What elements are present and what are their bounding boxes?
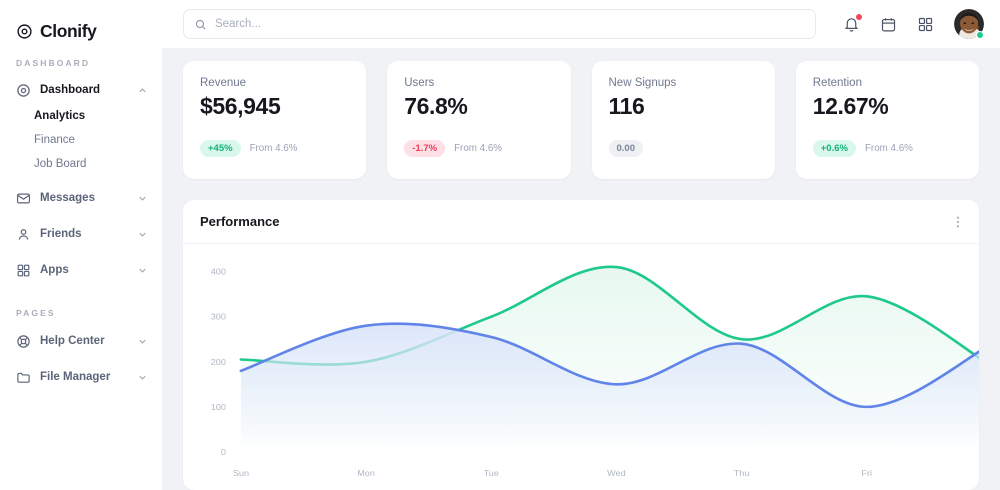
stat-card-users[interactable]: Users 76.8% -1.7% From 4.6% bbox=[387, 61, 571, 179]
sidebar-item-label: Friends bbox=[40, 228, 82, 240]
stat-cards: Revenue $56,945 +45% From 4.6% Users 76.… bbox=[183, 61, 979, 179]
calendar-icon[interactable] bbox=[880, 16, 897, 33]
stat-card-revenue[interactable]: Revenue $56,945 +45% From 4.6% bbox=[183, 61, 367, 179]
notifications-button[interactable] bbox=[843, 13, 862, 33]
page-title: Performance bbox=[200, 214, 280, 229]
stat-footer: +45% From 4.6% bbox=[200, 140, 349, 157]
bell-icon[interactable] bbox=[843, 16, 860, 33]
stat-label: New Signups bbox=[608, 77, 677, 89]
content-area: Revenue $56,945 +45% From 4.6% Users 76.… bbox=[162, 48, 1000, 490]
sidebar-item-messages[interactable]: Messages bbox=[0, 184, 162, 212]
chevron-down-icon[interactable] bbox=[137, 265, 148, 276]
sidebar-subitem-label: Finance bbox=[34, 134, 75, 146]
svg-text:Wed: Wed bbox=[607, 468, 626, 478]
calendar-button[interactable] bbox=[880, 16, 897, 33]
performance-chart[interactable]: 0100200300400SunMonTueWedThuFriSat bbox=[183, 244, 979, 490]
notification-dot bbox=[856, 13, 862, 20]
sidebar-item-dashboard[interactable]: Dashboard bbox=[0, 76, 162, 104]
target-icon bbox=[17, 23, 32, 39]
sidebar-item-finance[interactable]: Finance bbox=[0, 128, 162, 152]
sidebar-item-job-board[interactable]: Job Board bbox=[0, 152, 162, 176]
stat-card-new-signups[interactable]: New Signups 116 0.00 bbox=[591, 61, 775, 179]
main-area: Revenue $56,945 +45% From 4.6% Users 76.… bbox=[162, 0, 1000, 490]
stat-label: Retention bbox=[812, 77, 862, 89]
kebab-vertical-icon[interactable] bbox=[950, 214, 966, 230]
svg-text:Fri: Fri bbox=[861, 468, 872, 478]
stat-label: Users bbox=[404, 77, 435, 89]
folder-icon bbox=[17, 372, 30, 383]
sidebar-item-label: File Manager bbox=[40, 371, 111, 383]
brand-name: Clonify bbox=[40, 20, 97, 41]
user-menu[interactable] bbox=[954, 9, 984, 39]
stat-value: 76.8% bbox=[404, 93, 468, 119]
mail-icon bbox=[16, 193, 31, 203]
sidebar-item-label: Apps bbox=[40, 264, 69, 276]
stat-value: $56,945 bbox=[200, 93, 281, 119]
target-icon bbox=[17, 83, 30, 97]
stat-value: 116 bbox=[608, 93, 645, 119]
stat-card-retention[interactable]: Retention 12.67% +0.6% From 4.6% bbox=[795, 61, 979, 179]
stat-footer: +0.6% From 4.6% bbox=[812, 140, 962, 157]
sidebar-item-label: Help Center bbox=[40, 335, 105, 347]
grid-icon bbox=[17, 264, 30, 276]
status-badge: 0.00 bbox=[608, 140, 643, 157]
performance-card: Performance 0 100 200 300 400 Sun Mon Tue Wed Thu… bbox=[183, 200, 979, 490]
sidebar-item-help-center[interactable]: Help Center bbox=[0, 327, 162, 355]
sidebar-subitem-label: Job Board bbox=[34, 158, 87, 170]
svg-text:200: 200 bbox=[211, 357, 226, 367]
search-icon bbox=[195, 19, 206, 29]
topbar bbox=[162, 0, 1000, 48]
svg-text:0: 0 bbox=[221, 447, 226, 457]
status-dot-online bbox=[976, 31, 984, 39]
apps-button[interactable] bbox=[917, 16, 934, 33]
chevron-down-icon[interactable] bbox=[137, 336, 148, 347]
sidebar-section-pages: PAGES Help Center File Manager bbox=[0, 308, 162, 391]
svg-text:100: 100 bbox=[211, 402, 226, 412]
performance-header: Performance bbox=[183, 200, 979, 244]
stat-sub: From 4.6% bbox=[864, 143, 913, 154]
user-icon bbox=[18, 228, 29, 240]
stat-label: Revenue bbox=[200, 77, 247, 89]
stat-value: 12.67% bbox=[812, 93, 889, 119]
search-input[interactable] bbox=[215, 18, 805, 30]
sidebar: Clonify DASHBOARD Dashboard Analytics Fi… bbox=[0, 0, 162, 490]
section-label-pages: PAGES bbox=[16, 308, 56, 318]
svg-text:Thu: Thu bbox=[734, 468, 750, 478]
stat-footer: 0.00 bbox=[608, 140, 758, 157]
svg-text:Tue: Tue bbox=[484, 468, 499, 478]
svg-text:Mon: Mon bbox=[357, 468, 375, 478]
sidebar-item-apps[interactable]: Apps bbox=[0, 256, 162, 284]
sidebar-item-label: Dashboard bbox=[40, 84, 101, 96]
svg-text:300: 300 bbox=[211, 312, 226, 322]
grid-icon[interactable] bbox=[917, 16, 934, 33]
sidebar-item-analytics[interactable]: Analytics bbox=[0, 104, 162, 128]
chevron-down-icon[interactable] bbox=[137, 193, 148, 204]
chevron-down-icon[interactable] bbox=[137, 372, 148, 383]
chevron-down-icon[interactable] bbox=[137, 229, 148, 240]
chevron-up-icon[interactable] bbox=[137, 85, 148, 96]
svg-text:Sun: Sun bbox=[233, 468, 249, 478]
sidebar-subitem-label: Analytics bbox=[34, 110, 86, 122]
stat-sub: From 4.6% bbox=[454, 143, 502, 154]
lifebuoy-icon bbox=[17, 334, 30, 348]
topbar-actions bbox=[843, 9, 984, 39]
status-badge: -1.7% bbox=[404, 140, 446, 157]
svg-text:400: 400 bbox=[211, 267, 226, 277]
status-badge: +45% bbox=[200, 140, 241, 157]
status-badge: +0.6% bbox=[812, 140, 856, 157]
brand-logo[interactable]: Clonify bbox=[0, 0, 162, 48]
performance-chart-svg: 0100200300400SunMonTueWedThuFriSat bbox=[211, 265, 979, 478]
sidebar-item-label: Messages bbox=[40, 192, 95, 204]
search-bar[interactable] bbox=[183, 9, 816, 39]
sidebar-item-file-manager[interactable]: File Manager bbox=[0, 363, 162, 391]
section-label-dashboard: DASHBOARD bbox=[16, 58, 91, 68]
stat-footer: -1.7% From 4.6% bbox=[404, 140, 553, 157]
sidebar-section-dashboard: DASHBOARD Dashboard Analytics Finance Jo… bbox=[0, 58, 162, 284]
sidebar-item-friends[interactable]: Friends bbox=[0, 220, 162, 248]
stat-sub: From 4.6% bbox=[249, 143, 298, 154]
